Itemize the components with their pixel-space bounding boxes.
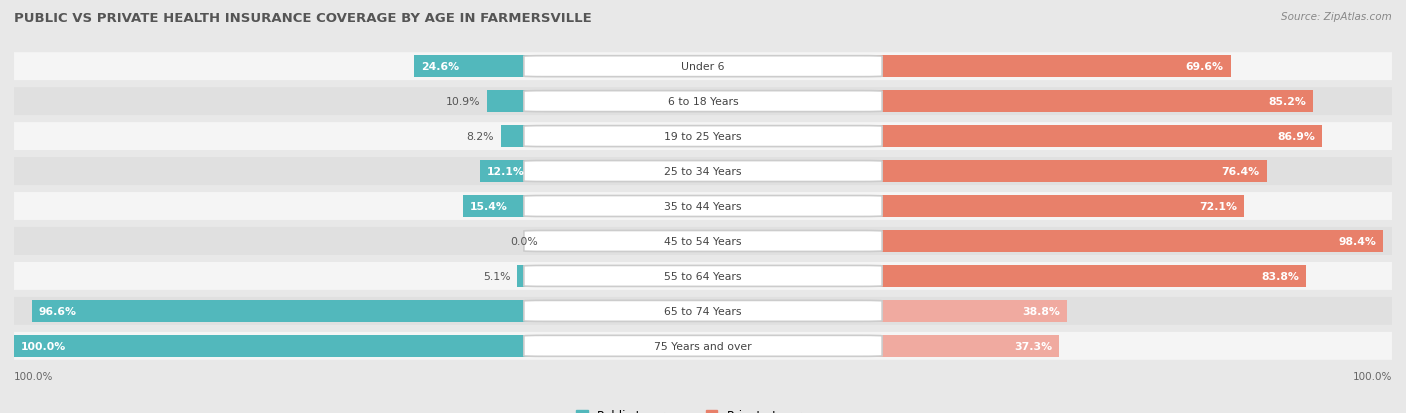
Text: 19 to 25 Years: 19 to 25 Years (664, 132, 742, 142)
FancyBboxPatch shape (524, 231, 882, 252)
Text: 83.8%: 83.8% (1261, 271, 1299, 281)
Text: 65 to 74 Years: 65 to 74 Years (664, 306, 742, 316)
FancyBboxPatch shape (14, 53, 1392, 81)
Legend: Public Insurance, Private Insurance: Public Insurance, Private Insurance (571, 404, 835, 413)
Text: 76.4%: 76.4% (1222, 166, 1260, 177)
Bar (463, 196, 544, 217)
Text: 72.1%: 72.1% (1199, 202, 1237, 211)
Text: 10.9%: 10.9% (446, 97, 479, 107)
Bar (862, 266, 1306, 287)
Bar (862, 230, 1384, 252)
FancyBboxPatch shape (14, 262, 1392, 290)
FancyBboxPatch shape (14, 123, 1392, 151)
Text: 8.2%: 8.2% (467, 132, 494, 142)
Bar (517, 266, 544, 287)
FancyBboxPatch shape (14, 158, 1392, 185)
Text: 25 to 34 Years: 25 to 34 Years (664, 166, 742, 177)
Bar (862, 300, 1067, 322)
Bar (862, 335, 1059, 357)
Bar (862, 196, 1244, 217)
Text: 0.0%: 0.0% (510, 236, 537, 247)
FancyBboxPatch shape (524, 126, 882, 147)
Bar (14, 335, 544, 357)
FancyBboxPatch shape (524, 196, 882, 217)
Text: 37.3%: 37.3% (1014, 341, 1053, 351)
Text: 69.6%: 69.6% (1185, 62, 1223, 72)
Text: 45 to 54 Years: 45 to 54 Years (664, 236, 742, 247)
Text: Under 6: Under 6 (682, 62, 724, 72)
Text: 15.4%: 15.4% (470, 202, 508, 211)
FancyBboxPatch shape (14, 192, 1392, 221)
FancyBboxPatch shape (524, 57, 882, 78)
FancyBboxPatch shape (524, 301, 882, 322)
Bar (862, 56, 1230, 78)
Text: 24.6%: 24.6% (420, 62, 460, 72)
Text: 12.1%: 12.1% (488, 166, 524, 177)
Text: 55 to 64 Years: 55 to 64 Years (664, 271, 742, 281)
Text: 100.0%: 100.0% (1353, 371, 1392, 381)
Bar (486, 91, 544, 113)
FancyBboxPatch shape (14, 88, 1392, 116)
FancyBboxPatch shape (14, 297, 1392, 325)
Text: PUBLIC VS PRIVATE HEALTH INSURANCE COVERAGE BY AGE IN FARMERSVILLE: PUBLIC VS PRIVATE HEALTH INSURANCE COVER… (14, 12, 592, 25)
Text: 35 to 44 Years: 35 to 44 Years (664, 202, 742, 211)
Text: 6 to 18 Years: 6 to 18 Years (668, 97, 738, 107)
Bar (32, 300, 544, 322)
Bar (862, 161, 1267, 183)
FancyBboxPatch shape (14, 332, 1392, 360)
Text: 100.0%: 100.0% (21, 341, 66, 351)
Text: 75 Years and over: 75 Years and over (654, 341, 752, 351)
Text: 38.8%: 38.8% (1022, 306, 1060, 316)
Bar (862, 126, 1323, 147)
Text: 96.6%: 96.6% (39, 306, 77, 316)
FancyBboxPatch shape (14, 228, 1392, 255)
Text: 98.4%: 98.4% (1339, 236, 1376, 247)
FancyBboxPatch shape (524, 161, 882, 182)
Bar (862, 91, 1313, 113)
Bar (501, 126, 544, 147)
FancyBboxPatch shape (524, 266, 882, 287)
Text: 86.9%: 86.9% (1278, 132, 1316, 142)
Text: Source: ZipAtlas.com: Source: ZipAtlas.com (1281, 12, 1392, 22)
Text: 85.2%: 85.2% (1268, 97, 1306, 107)
FancyBboxPatch shape (524, 335, 882, 356)
Text: 100.0%: 100.0% (14, 371, 53, 381)
Bar (413, 56, 544, 78)
Bar (481, 161, 544, 183)
FancyBboxPatch shape (524, 91, 882, 112)
Text: 5.1%: 5.1% (484, 271, 510, 281)
